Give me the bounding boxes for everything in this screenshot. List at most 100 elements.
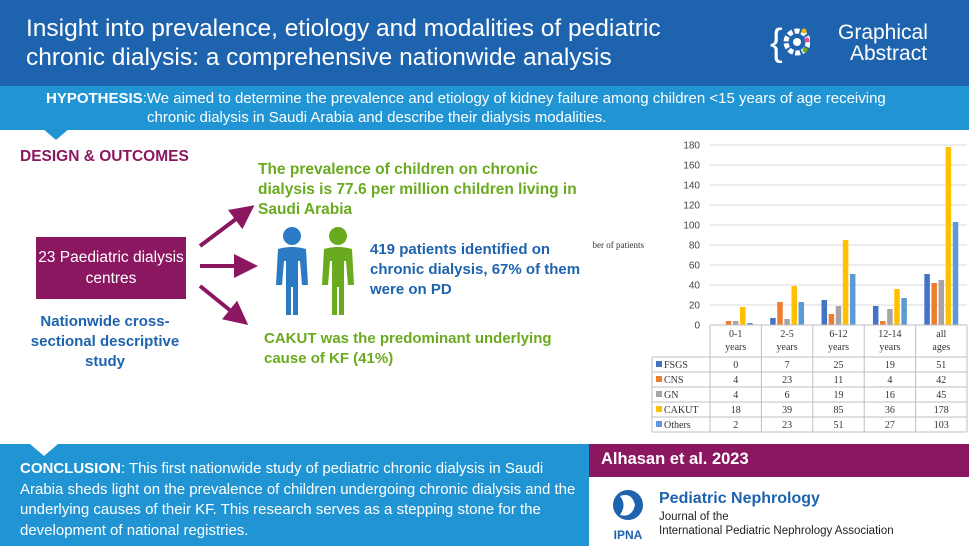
- hypothesis-text: HYPOTHESIS:We aimed to determine the pre…: [46, 89, 951, 127]
- hypothesis-arrow: [42, 128, 70, 140]
- chart-x-category-label: 0-1: [729, 329, 742, 340]
- hypothesis-label: HYPOTHESIS: [46, 90, 143, 107]
- journal-subtitle-2: International Pediatric Nephrology Assoc…: [659, 525, 894, 537]
- page-title: Insight into prevalence, etiology and mo…: [26, 14, 726, 72]
- chart-grid: [710, 144, 967, 326]
- centres-label: 23 Paediatric dialysis centres: [38, 249, 184, 287]
- chart-x-category-label: years: [777, 342, 798, 353]
- chart-x-category-label: 12-14: [878, 329, 901, 340]
- title-line-1: Insight into prevalence, etiology and mo…: [26, 15, 661, 42]
- patients-icon: [276, 227, 354, 315]
- chart-legend-label-gn: GN: [664, 390, 678, 401]
- chart-bar-gn-0: [732, 321, 739, 325]
- ipna-logo: IPNA: [613, 490, 643, 542]
- chart-legend-key-cns: [656, 376, 662, 382]
- chart-legend-key-cakut: [656, 406, 662, 412]
- chart-data-label: 7: [785, 360, 790, 371]
- chart-legend-key-fsgs: [656, 361, 662, 367]
- chart-data-label: 103: [934, 420, 949, 431]
- chart-bar-cns-4: [931, 283, 937, 325]
- chart-data-label: 11: [834, 375, 844, 386]
- chart-bar-cakut-0: [740, 307, 746, 325]
- chart-data-label: 0: [733, 360, 738, 371]
- arrow-up: [198, 205, 255, 248]
- svg-text:{: {: [770, 22, 783, 64]
- patients-text: 419 patients identified on chronic dialy…: [370, 241, 581, 298]
- hypothesis-line-2: chronic dialysis in Saudi Arabia and des…: [147, 109, 607, 126]
- badge-line-1: Graphical: [838, 21, 928, 44]
- study-type-label: Nationwide cross-sectional descriptive s…: [30, 313, 180, 370]
- chart-bar-cns-2: [828, 314, 835, 325]
- graphical-abstract-icon: {: [770, 22, 810, 64]
- chart-bar-cakut-2: [842, 240, 849, 325]
- chart-x-category-label: years: [725, 342, 746, 353]
- chart-data-table: FSGS 0 7 25 19 51 CNS 4 23 11 4 42 GN 4 6 19 16 45 CAKUT 18…: [651, 324, 968, 433]
- chart-data-label: 25: [834, 360, 844, 371]
- chart-y-tick-label: 140: [683, 181, 700, 192]
- chart-data-label: 27: [885, 420, 895, 431]
- chart-x-category-label: all: [936, 329, 946, 340]
- chart-data-label: 16: [885, 390, 895, 401]
- chart-y-tick-label: 160: [683, 161, 700, 172]
- chart-bar-fsgs-3: [872, 306, 879, 325]
- chart-data-label: 4: [887, 375, 892, 386]
- author-citation: Alhasan et al. 2023: [601, 450, 749, 468]
- chart-bar-fsgs-4: [924, 274, 930, 325]
- chart-bar-gn-2: [835, 306, 842, 325]
- centres-box: 23 Paediatric dialysis centres: [36, 237, 186, 299]
- ipna-logo-text: IPNA: [614, 528, 643, 542]
- chart-bar-others-3: [901, 298, 907, 325]
- chart-bar-cns-1: [777, 302, 783, 325]
- chart-x-category-label: years: [879, 342, 900, 353]
- conclusion-label: CONCLUSION: [20, 460, 121, 477]
- chart-bar-cns-0: [725, 321, 732, 325]
- conclusion-text: CONCLUSION: This first nationwide study …: [20, 459, 580, 541]
- chart-x-categories: 0-1 years 2-5 years 6-12 years 12-14 years all ag…: [725, 329, 950, 353]
- chart-y-tick-label: 40: [689, 281, 701, 292]
- chart-x-category-label: 6-12: [829, 329, 847, 340]
- chart-data-label: 18: [731, 405, 741, 416]
- cakut-text: CAKUT was the predominant underlying cau…: [264, 330, 552, 367]
- chart-data-label: 6: [785, 390, 790, 401]
- chart-bar-cns-3: [880, 321, 886, 325]
- design-outcomes-heading: DESIGN & OUTCOMES: [20, 148, 189, 165]
- chart-data-label: 39: [782, 405, 792, 416]
- chart-bar-cakut-4: [945, 147, 952, 325]
- chart-data-label: 23: [782, 375, 792, 386]
- chart-y-tick-label: 60: [689, 261, 701, 272]
- graphical-abstract-label: Graphical Abstract: [838, 22, 928, 64]
- prevalence-text: The prevalence of children on chronic di…: [258, 161, 577, 218]
- chart-bar-others-2: [849, 274, 856, 325]
- author-band: [589, 444, 969, 477]
- chart-legend-key-gn: [656, 391, 662, 397]
- chart-data-label: 19: [885, 360, 895, 371]
- badge-line-2: Abstract: [850, 42, 928, 65]
- chart-data-label: 51: [936, 360, 946, 371]
- conclusion-band: [0, 444, 589, 546]
- chart-legend-label-others: Others: [664, 420, 691, 431]
- chart-data-label: 19: [834, 390, 844, 401]
- journal-title: Pediatric Nephrology: [659, 490, 820, 507]
- chart-bar-fsgs-2: [821, 300, 828, 325]
- chart-y-axis-label: Number of patients: [592, 240, 644, 250]
- chart-bar-cakut-1: [791, 286, 797, 325]
- chart-legend-key-others: [656, 421, 662, 427]
- chart-bar-others-4: [952, 222, 959, 325]
- chart-data-label: 2: [733, 420, 738, 431]
- conclusion-arrow: [30, 444, 58, 456]
- chart-bar-gn-4: [938, 280, 945, 325]
- chart-bars: [725, 147, 959, 325]
- chart-legend-label-fsgs: FSGS: [664, 360, 688, 371]
- journal-subtitle-1: Journal of the: [659, 511, 729, 523]
- chart-y-tick-label: 180: [683, 141, 700, 152]
- chart-bar-others-1: [798, 302, 805, 325]
- chart-bar-gn-1: [784, 319, 790, 325]
- hypothesis-line-1: :We aimed to determine the prevalence an…: [142, 90, 886, 107]
- chart-data-label: 36: [885, 405, 895, 416]
- chart-bar-others-0: [747, 323, 753, 325]
- chart-x-category-label: ages: [932, 342, 950, 353]
- title-line-2: chronic dialysis: a comprehensive nation…: [26, 44, 612, 71]
- chart-y-tick-label: 0: [694, 321, 700, 332]
- chart-data-label: 23: [782, 420, 792, 431]
